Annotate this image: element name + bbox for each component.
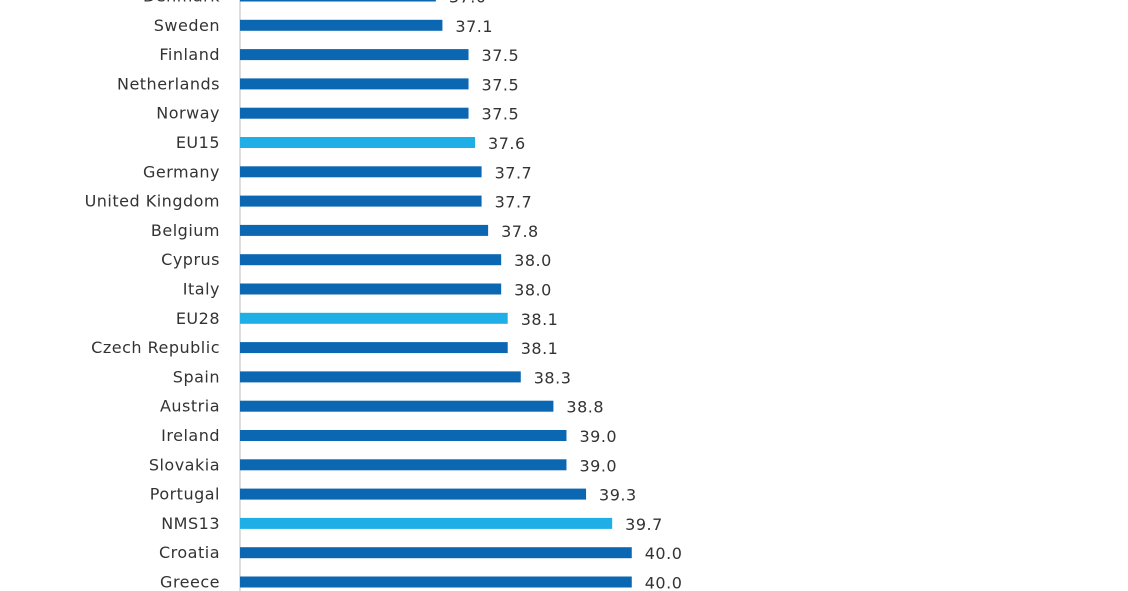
bar (240, 488, 587, 500)
value-label: 38.8 (566, 398, 604, 417)
value-label: 40.0 (645, 544, 683, 563)
category-label: NMS13 (161, 514, 220, 533)
value-label: 40.0 (645, 574, 683, 591)
category-label: Sweden (154, 16, 220, 35)
bar (240, 195, 482, 207)
category-label: EU15 (176, 133, 220, 152)
bar (240, 224, 489, 236)
bar (240, 576, 632, 588)
value-label: 39.0 (579, 427, 617, 446)
bar (240, 19, 443, 31)
bar (240, 342, 508, 354)
bar (240, 547, 632, 559)
bar (240, 166, 482, 178)
category-label: Cyprus (161, 250, 220, 269)
value-label: 39.0 (579, 456, 617, 475)
bar (240, 254, 502, 266)
value-label: 37.6 (488, 134, 526, 153)
value-label: 37.0 (449, 0, 487, 7)
value-label: 38.1 (521, 339, 559, 358)
value-label: 37.5 (482, 75, 520, 94)
category-label: United Kingdom (85, 192, 220, 211)
category-label: Greece (160, 573, 220, 591)
value-label: 37.7 (495, 193, 533, 212)
value-label: 39.7 (625, 515, 663, 534)
bar (240, 0, 436, 2)
category-label: Czech Republic (91, 338, 220, 357)
value-label: 38.3 (534, 368, 572, 387)
bar (240, 371, 521, 383)
bar (240, 400, 554, 412)
value-label: 38.0 (514, 251, 552, 270)
category-label: Denmark (143, 0, 220, 6)
category-label: Norway (156, 104, 220, 123)
category-label: Austria (160, 397, 220, 416)
bar (240, 107, 469, 119)
value-label: 38.1 (521, 310, 559, 329)
category-label: Belgium (151, 221, 220, 240)
category-label: Spain (173, 367, 220, 386)
bar (240, 459, 567, 471)
value-label: 37.5 (482, 46, 520, 65)
bar (240, 517, 613, 529)
value-label: 37.5 (482, 105, 520, 124)
category-label: Slovakia (149, 455, 220, 474)
value-label: 37.8 (501, 222, 539, 241)
bar (240, 312, 508, 324)
value-label: 37.1 (455, 17, 493, 36)
category-label: Germany (143, 162, 220, 181)
category-label: Finland (159, 45, 220, 64)
value-label: 37.7 (495, 163, 533, 182)
bar (240, 49, 469, 61)
value-label: 38.0 (514, 281, 552, 300)
bar (240, 137, 476, 148)
category-label: Ireland (161, 426, 220, 445)
bar (240, 430, 567, 441)
bar (240, 283, 502, 295)
bar (240, 78, 469, 90)
value-label: 39.3 (599, 486, 637, 505)
category-label: Croatia (159, 543, 220, 562)
category-label: EU28 (176, 309, 220, 328)
category-label: Italy (183, 280, 220, 299)
category-label: Netherlands (117, 74, 220, 93)
category-label: Portugal (150, 485, 220, 504)
